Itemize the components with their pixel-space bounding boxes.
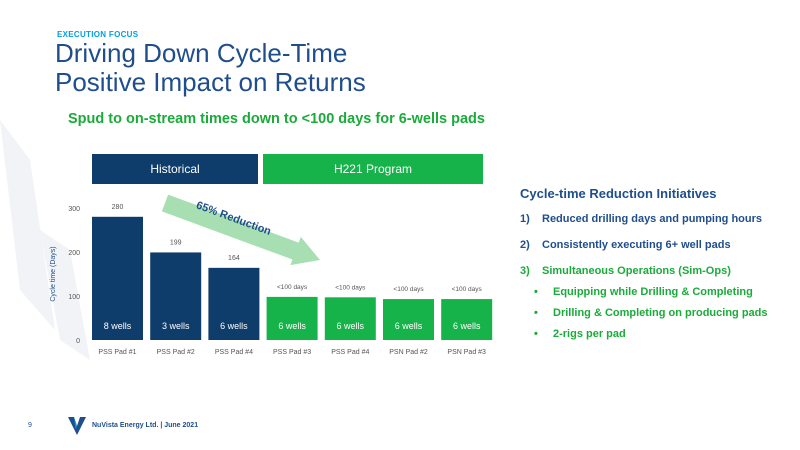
x-tick-label: PSS Pad #4 [215,349,253,356]
sub-item-text: 2-rigs per pad [553,328,626,340]
bar [150,252,202,340]
reduction-arrow-icon [161,194,320,266]
section-label: EXECUTION FOCUS [57,30,139,39]
page-title: Driving Down Cycle-Time Positive Impact … [55,39,366,97]
y-tick-label: 200 [68,250,80,257]
x-tick-label: PSS Pad #2 [157,349,195,356]
y-axis-label: Cycle time (Days) [50,246,57,301]
bar-value-label: <100 days [277,284,308,291]
historical-band: Historical [92,154,258,184]
title-line-2: Positive Impact on Returns [55,67,366,97]
x-tick-label: PSN Pad #3 [447,349,486,356]
bar [266,296,318,340]
x-tick-label: PSS Pad #4 [331,349,369,356]
bar [92,216,143,340]
initiative-number: 1) [520,213,530,225]
sub-item-text: Equipping while Drilling & Completing [553,286,753,298]
bar-wells-label: 3 wells [162,321,190,331]
sub-item-text: Drilling & Completing on producing pads [553,307,768,319]
footer-text: NuVista Energy Ltd. | June 2021 [92,422,199,429]
bar-value-label: <100 days [335,284,366,291]
bar-wells-label: 6 wells [278,321,306,331]
x-tick-label: PSS Pad #1 [98,349,136,356]
page-subtitle: Spud to on-stream times down to <100 day… [68,111,485,127]
bar-wells-label: 6 wells [337,321,365,331]
y-tick-label: 100 [68,294,80,301]
bar [324,297,376,340]
initiative-number: 3) [520,265,530,277]
bar [208,267,260,340]
bar-wells-label: 8 wells [104,321,132,331]
y-tick-label: 0 [76,338,80,345]
program-band: H221 Program [263,154,483,184]
bar [441,299,493,340]
bar-wells-label: 6 wells [395,321,423,331]
initiative-number: 2) [520,239,530,251]
page-number: 9 [28,422,32,429]
bar-value-label: <100 days [393,286,424,293]
bar-value-label: 280 [112,204,124,211]
initiative-text: Simultaneous Operations (Sim-Ops) [542,265,731,277]
bar [383,299,434,340]
bar-wells-label: 6 wells [220,321,248,331]
x-tick-label: PSS Pad #3 [273,349,311,356]
bullet-icon: • [534,307,538,319]
title-line-1: Driving Down Cycle-Time [55,38,348,68]
bar-value-label: 199 [170,239,182,246]
bar-wells-label: 6 wells [453,321,481,331]
initiatives-title: Cycle-time Reduction Initiatives [520,186,717,201]
nuvista-v-logo-icon [68,417,86,435]
initiative-text: Consistently executing 6+ well pads [542,239,731,251]
x-tick-label: PSN Pad #2 [389,349,428,356]
bullet-icon: • [534,286,538,298]
bar-value-label: <100 days [452,286,483,293]
initiative-text: Reduced drilling days and pumping hours [542,213,763,225]
y-tick-label: 300 [68,206,80,213]
bar-value-label: 164 [228,255,240,262]
bullet-icon: • [534,328,538,340]
